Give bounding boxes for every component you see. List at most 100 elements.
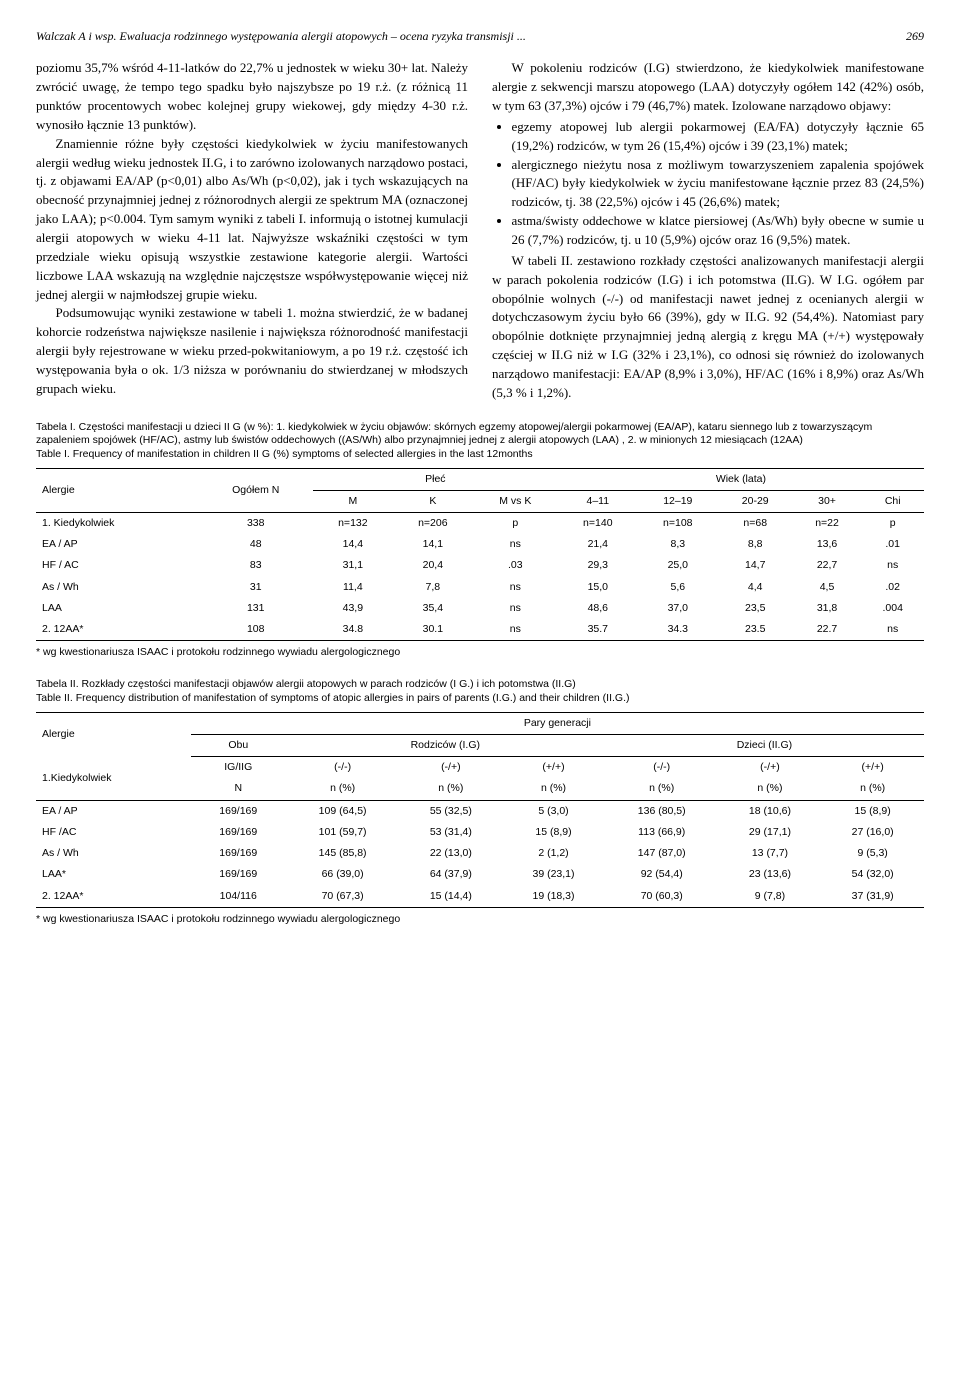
table-row: 2. 12AA*10834.830.1ns35.734.323.522.7ns [36,619,924,641]
cell: 104/116 [191,886,286,908]
cell: 25,0 [638,555,718,576]
cell: 9 (5,3) [821,843,924,864]
th-plec: Płeć [313,468,558,490]
th: 30+ [793,490,862,512]
cell: .01 [861,534,924,555]
cell: 23.5 [718,619,793,641]
th-alergie: Alergie [36,468,199,512]
cell: 131 [199,598,313,619]
table1-caption-en: Table I. Frequency of manifestation in c… [36,448,533,460]
th: 12–19 [638,490,718,512]
cell: ns [473,619,558,641]
cell: 66 (39,0) [286,864,400,885]
cell: 29,3 [558,555,638,576]
cell: 147 (87,0) [605,843,719,864]
table-row: As / Wh3111,47,8ns15,05,64,44,5.02 [36,577,924,598]
cell: 15 (14,4) [400,886,503,908]
running-head: Walczak A i wsp. Ewaluacja rodzinnego wy… [36,28,924,45]
cell: 34.3 [638,619,718,641]
cell: 2 (1,2) [502,843,605,864]
cell: 22,7 [793,555,862,576]
cell: ns [861,555,924,576]
cell: As / Wh [36,577,199,598]
para: Znamiennie różne były częstości kiedykol… [36,135,468,305]
table-row: As / Wh169/169145 (85,8)22 (13,0)2 (1,2)… [36,843,924,864]
th: (+/+) [821,757,924,779]
cell: 31 [199,577,313,598]
body-text-columns: poziomu 35,7% wśród 4-11-latków do 22,7%… [36,59,924,402]
cell: ns [473,598,558,619]
cell: 169/169 [191,843,286,864]
cell: 39 (23,1) [502,864,605,885]
para: W pokoleniu rodziców (I.G) stwierdzono, … [492,59,924,116]
cell: 15,0 [558,577,638,598]
cell: 22 (13,0) [400,843,503,864]
cell: LAA [36,598,199,619]
table-row: LAA*169/16966 (39,0)64 (37,9)39 (23,1)92… [36,864,924,885]
cell: 21,4 [558,534,638,555]
cell: 18 (10,6) [719,800,822,822]
table1: Alergie Ogółem N Płeć Wiek (lata) M K M … [36,468,924,642]
table-row: LAA13143,935,4ns48,637,023,531,8.004 [36,598,924,619]
table-row: 2. 12AA*104/11670 (67,3)15 (14,4)19 (18,… [36,886,924,908]
table-row: HF / AC8331,120,4.0329,325,014,722,7ns [36,555,924,576]
th: (-/+) [719,757,822,779]
table-row: EA / AP169/169109 (64,5)55 (32,5)5 (3,0)… [36,800,924,822]
bullet-list: egzemy atopowej lub alergii pokarmowej (… [492,118,924,250]
cell: 5 (3,0) [502,800,605,822]
th-dzieci: Dzieci (II.G) [605,734,924,756]
cell: 14,1 [393,534,473,555]
cell: 27 (16,0) [821,822,924,843]
para: W tabeli II. zestawiono rozkłady częstoś… [492,252,924,403]
table2-caption-en: Table II. Frequency distribution of mani… [36,692,630,704]
cell: 101 (59,7) [286,822,400,843]
cell: 4,5 [793,577,862,598]
table2-caption-pl: Tabela II. Rozkłady częstości manifestac… [36,678,576,690]
cell: EA / AP [36,534,199,555]
th-wiek: Wiek (lata) [558,468,924,490]
cell: LAA* [36,864,191,885]
running-head-right: 269 [906,28,924,45]
cell: 15 (8,9) [502,822,605,843]
cell: 113 (66,9) [605,822,719,843]
th-pary: Pary generacji [191,712,924,734]
cell: 35,4 [393,598,473,619]
th: 20-29 [718,490,793,512]
cell: 31,1 [313,555,393,576]
bullet-item: astma/świsty oddechowe w klatce piersiow… [512,212,925,250]
cell: 23 (13,6) [719,864,822,885]
cell: 64 (37,9) [400,864,503,885]
cell: 31,8 [793,598,862,619]
cell: 43,9 [313,598,393,619]
cell: n=132 [313,512,393,534]
th-rodz: Rodziców (I.G) [286,734,605,756]
cell: 169/169 [191,800,286,822]
cell: 53 (31,4) [400,822,503,843]
cell: 22.7 [793,619,862,641]
cell: 14,7 [718,555,793,576]
th-n: Ogółem N [199,468,313,512]
table-row: EA / AP4814,414,1ns21,48,38,813,6.01 [36,534,924,555]
th: n (%) [821,778,924,800]
cell: 83 [199,555,313,576]
cell: 23,5 [718,598,793,619]
cell: EA / AP [36,800,191,822]
cell: .02 [861,577,924,598]
th: K [393,490,473,512]
cell: ns [473,577,558,598]
cell: 169/169 [191,822,286,843]
table2-footnote: * wg kwestionariusza ISAAC i protokołu r… [36,912,924,927]
table1-caption: Tabela I. Częstości manifestacji u dziec… [36,421,924,462]
cell: n=108 [638,512,718,534]
th: n (%) [719,778,822,800]
cell: p [861,512,924,534]
cell: 8,3 [638,534,718,555]
cell: HF / AC [36,555,199,576]
th: n (%) [400,778,503,800]
cell: n=206 [393,512,473,534]
th-obu: Obu [191,734,286,756]
th: IG/IIG [191,757,286,779]
th: n (%) [286,778,400,800]
table-row: 1. Kiedykolwiek338n=132n=206pn=140n=108n… [36,512,924,534]
para: poziomu 35,7% wśród 4-11-latków do 22,7%… [36,59,468,134]
